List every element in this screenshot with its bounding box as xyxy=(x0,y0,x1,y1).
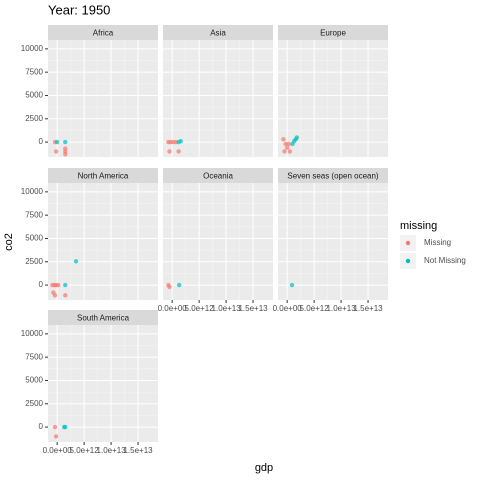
x-tick-label: 1.5e+13 xyxy=(353,304,383,313)
x-tick-label: 1.0e+13 xyxy=(212,304,242,313)
x-tick-label: 1.0e+13 xyxy=(327,304,357,313)
point xyxy=(52,424,58,430)
point xyxy=(284,145,290,150)
point xyxy=(63,424,68,430)
point xyxy=(282,149,287,154)
point xyxy=(294,135,300,140)
y-tick-label: 2500 xyxy=(25,399,43,408)
y-tick-label: 2500 xyxy=(25,257,43,266)
x-tick-label: 5.0e+12 xyxy=(185,304,215,313)
x-tick-label: 5.0e+12 xyxy=(300,304,330,313)
chart-title: Year: 1950 xyxy=(48,2,110,17)
y-tick-label: 5000 xyxy=(25,91,43,100)
y-tick-label: 10000 xyxy=(21,329,44,338)
point xyxy=(63,139,68,145)
legend-title: missing xyxy=(400,220,437,232)
point xyxy=(52,293,58,298)
y-tick-label: 0 xyxy=(39,137,44,146)
y-axis-label: co2 xyxy=(3,233,15,251)
facet-title: South America xyxy=(77,314,130,323)
strip xyxy=(278,25,388,40)
y-tick-label: 7500 xyxy=(25,67,43,76)
point xyxy=(283,141,288,147)
point xyxy=(178,138,183,144)
point xyxy=(167,149,172,154)
panel xyxy=(48,183,158,300)
point xyxy=(286,141,291,147)
legend-marker xyxy=(405,240,411,246)
point xyxy=(176,282,182,288)
facet-title: North America xyxy=(78,172,129,181)
y-tick-label: 0 xyxy=(39,280,44,289)
strip xyxy=(48,168,158,183)
panel xyxy=(278,183,388,300)
strip xyxy=(163,25,273,40)
panel xyxy=(163,40,273,157)
y-tick-label: 7500 xyxy=(25,210,43,219)
strip xyxy=(48,25,158,40)
point xyxy=(53,434,59,439)
point xyxy=(63,282,68,288)
point xyxy=(287,149,293,154)
panel xyxy=(48,325,158,442)
facet-title: Asia xyxy=(210,29,226,38)
panel xyxy=(48,40,158,157)
x-tick-label: 0.0e+00 xyxy=(43,446,73,455)
point xyxy=(54,139,60,145)
facet-title: Africa xyxy=(93,29,114,38)
y-tick-label: 10000 xyxy=(21,44,44,53)
legend-label: Not Missing xyxy=(424,256,466,265)
point xyxy=(56,282,61,288)
x-tick-label: 1.5e+13 xyxy=(238,304,268,313)
facet-title: Europe xyxy=(320,29,346,38)
x-tick-label: 5.0e+12 xyxy=(70,446,100,455)
y-tick-label: 2500 xyxy=(25,114,43,123)
point xyxy=(63,293,68,298)
x-tick-label: 0.0e+00 xyxy=(273,304,303,313)
legend-marker xyxy=(405,258,411,264)
point xyxy=(73,259,79,264)
y-tick-label: 5000 xyxy=(25,376,43,385)
point xyxy=(289,282,295,288)
facet-title: Seven seas (open ocean) xyxy=(287,172,379,181)
x-axis-label: gdp xyxy=(255,462,273,474)
point xyxy=(167,284,172,290)
panel xyxy=(163,183,273,300)
x-tick-label: 1.0e+13 xyxy=(97,446,127,455)
point xyxy=(176,149,181,154)
strip xyxy=(48,310,158,325)
y-tick-label: 7500 xyxy=(25,352,43,361)
point xyxy=(63,152,68,157)
facet-title: Oceania xyxy=(203,172,233,181)
legend-label: Missing xyxy=(424,238,451,247)
point xyxy=(281,137,286,142)
y-tick-label: 0 xyxy=(39,422,44,431)
y-tick-label: 5000 xyxy=(25,234,43,243)
x-tick-label: 1.5e+13 xyxy=(123,446,153,455)
strip xyxy=(163,168,273,183)
x-tick-label: 0.0e+00 xyxy=(158,304,188,313)
strip xyxy=(278,168,388,183)
point xyxy=(53,149,59,154)
y-tick-label: 10000 xyxy=(21,187,44,196)
